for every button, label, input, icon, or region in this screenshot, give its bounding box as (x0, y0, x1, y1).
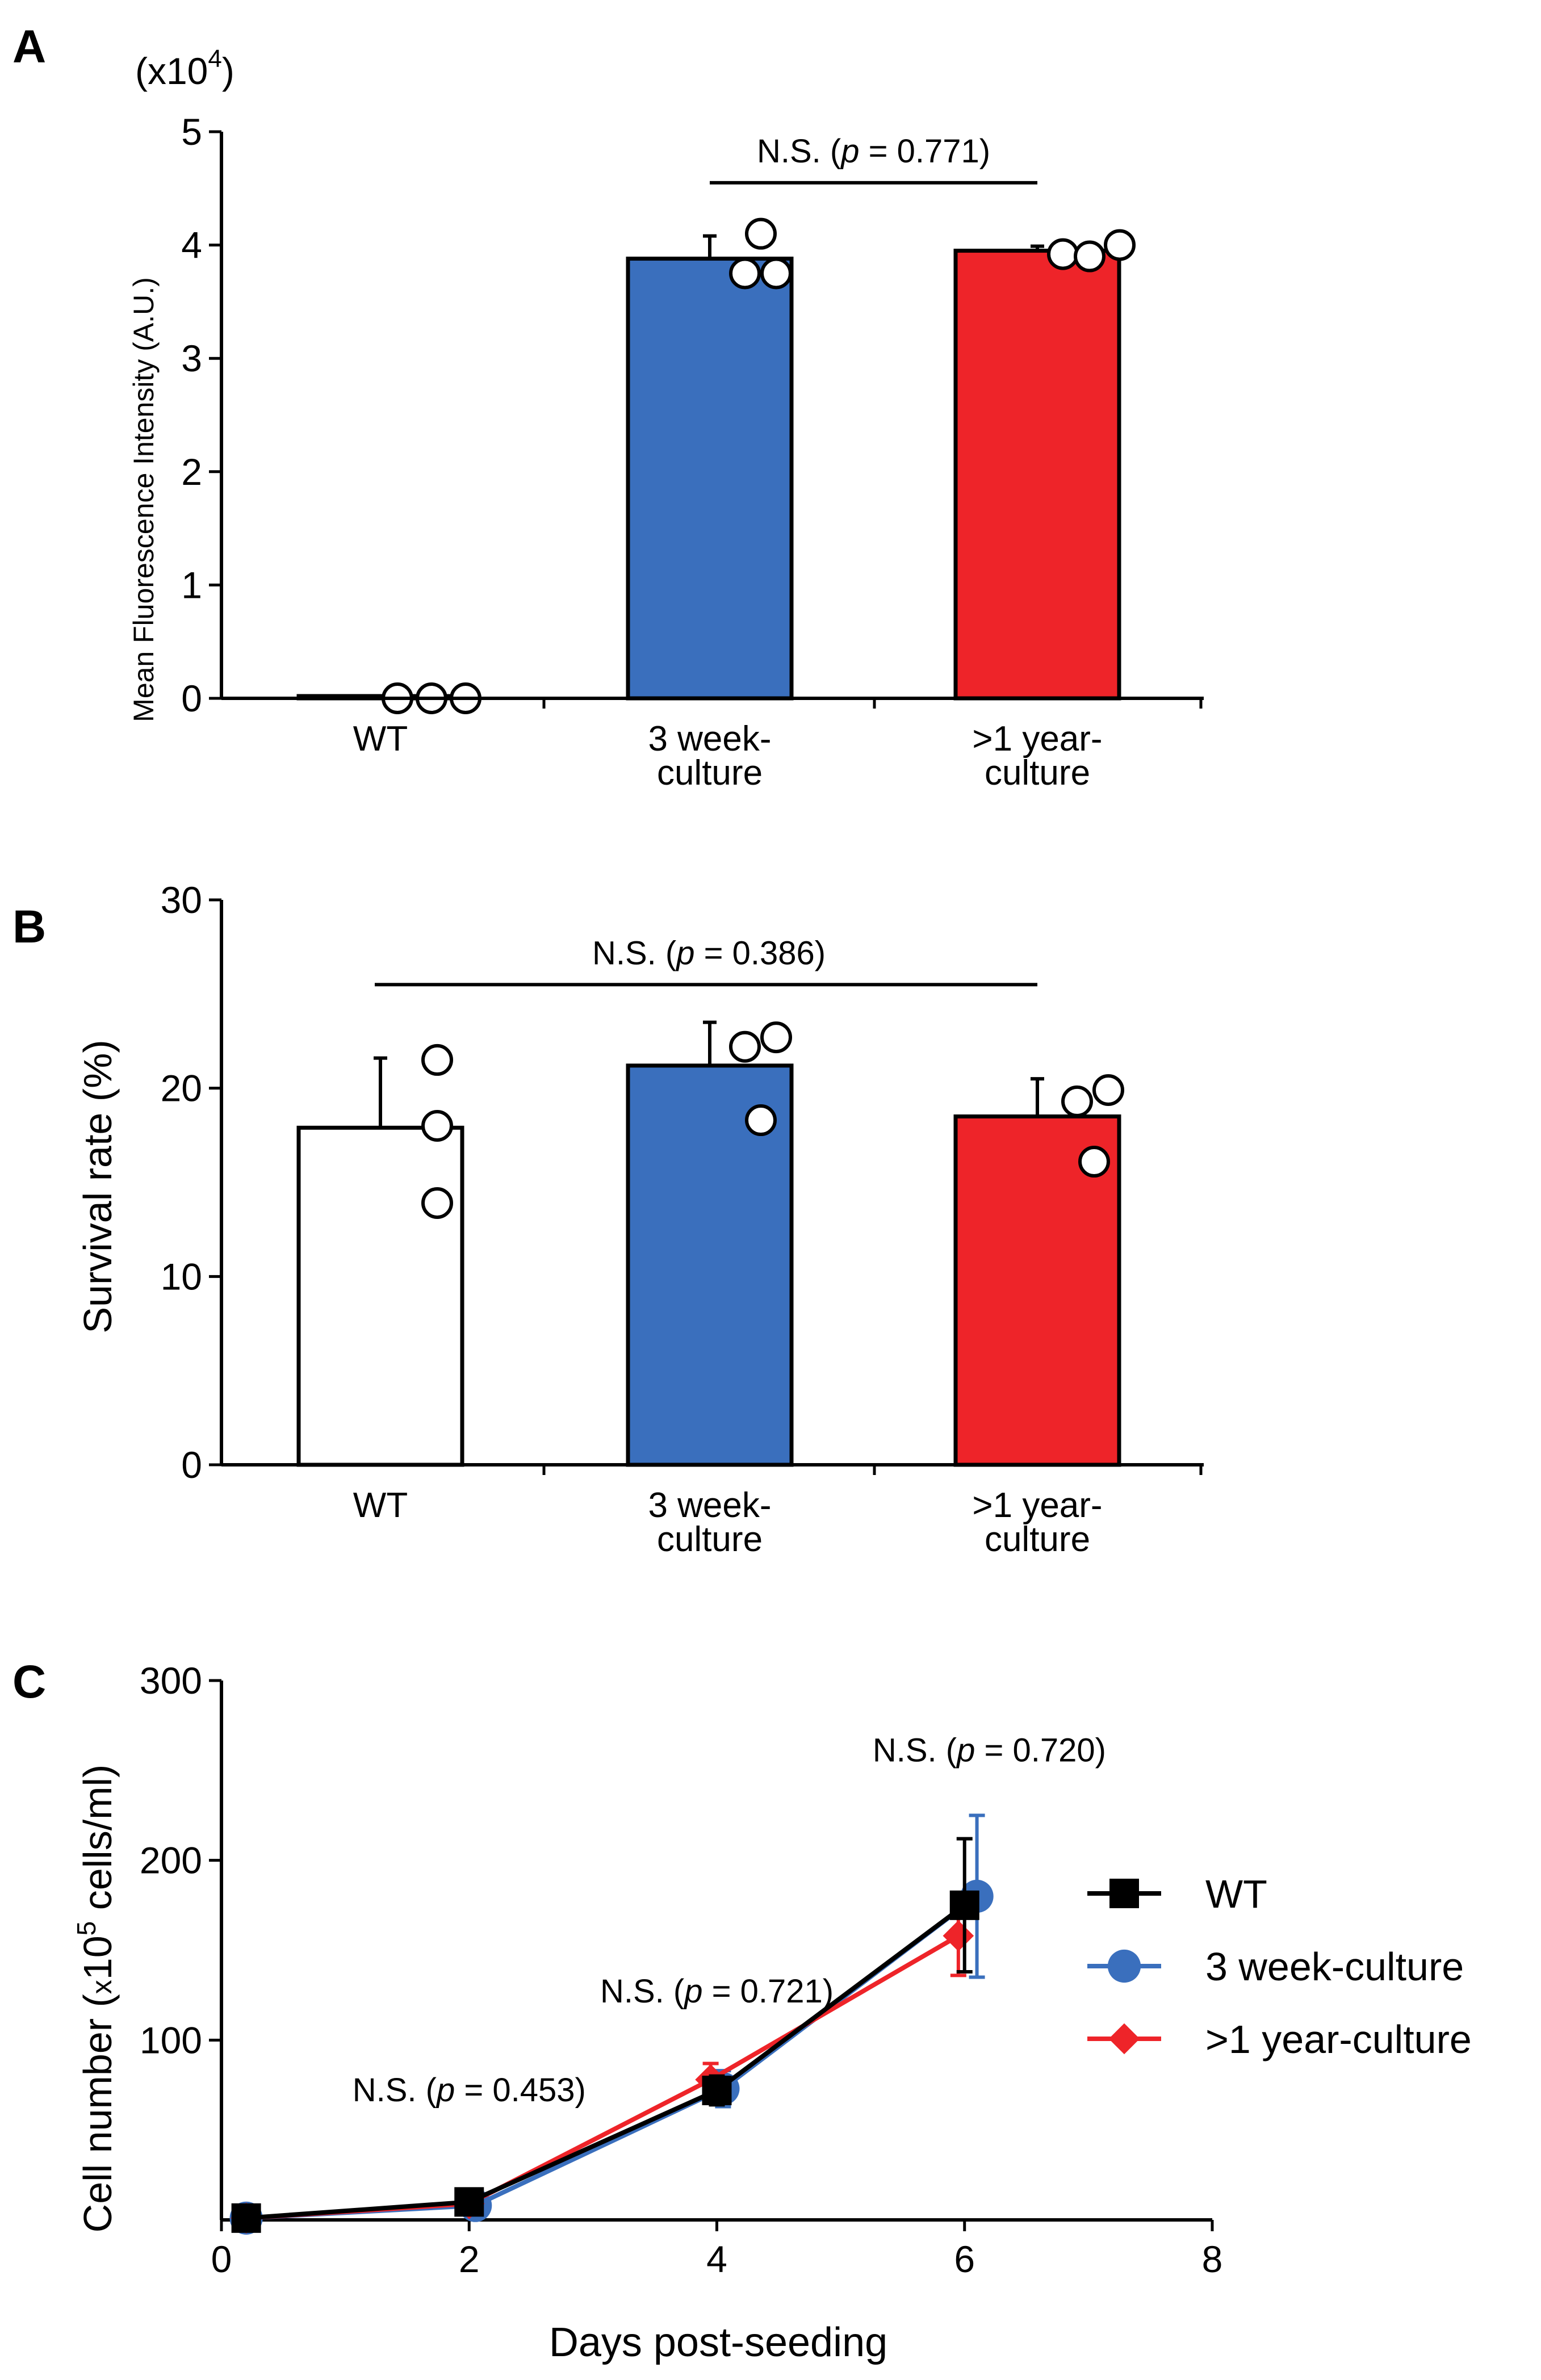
data-point (745, 1104, 777, 1137)
data-point (1047, 238, 1079, 270)
y-tick-label: 10 (161, 1255, 202, 1297)
panel-a: A (x104) Mean Fluorescence Intensity (A.… (12, 21, 1204, 793)
panel-a-axes (220, 132, 1204, 709)
panel-c-axes (220, 1681, 1212, 2222)
category-label-1: WT (353, 719, 408, 759)
series--1-year-culture (231, 1895, 974, 2234)
data-point (729, 257, 761, 290)
significance-label: N.S. (p = 0.720) (873, 1732, 1106, 1769)
y-tick-label: 0 (181, 1444, 202, 1486)
x-tick-label: 4 (706, 2238, 727, 2280)
y-tick-label: 1 (181, 564, 202, 606)
panel-c-ticks: 100 200 300 0 2 4 6 8 (140, 1660, 1222, 2280)
panel-c-series (229, 1813, 994, 2235)
legend-marker (1109, 1879, 1139, 1908)
panel-a-y-ticks: 0 1 2 3 4 5 (181, 111, 221, 719)
significance-label: N.S. (p = 0.721) (600, 1973, 834, 2010)
category-label-2: 3 week- (648, 719, 771, 759)
data-point (949, 1890, 979, 1920)
panel-b-label: B (12, 901, 46, 953)
panel-a-y-multiplier: (x104) (135, 45, 235, 92)
data-point (1078, 1146, 1110, 1178)
x-tick-label: 0 (211, 2238, 232, 2280)
category-label-3-line2: culture (985, 1520, 1090, 1559)
panel-a-annotation: N.S. (p = 0.771) (710, 133, 1037, 185)
series-line (246, 1894, 978, 2220)
y-tick-label: 200 (140, 1840, 202, 1882)
category-label-2-line2: culture (657, 753, 763, 793)
legend-item-1: WT (1087, 1872, 1267, 1916)
series-3-week-culture (229, 1813, 994, 2235)
panel-b-category-labels: WT 3 week-culture>1 year-culture (353, 1486, 1103, 1559)
series-line (246, 1903, 966, 2220)
data-point (760, 257, 792, 290)
category-label-3: >1 year- (972, 719, 1102, 759)
panel-c-x-axis-label: Days post-seeding (549, 2320, 887, 2365)
panel-a-category-labels: WT 3 week-culture>1 year-culture (353, 719, 1103, 793)
data-point (421, 1110, 453, 1142)
significance-label: N.S. (p = 0.771) (757, 133, 990, 170)
x-tick-label: 8 (1202, 2238, 1223, 2280)
data-point (745, 217, 777, 250)
panel-b-y-ticks: 0 10 20 30 (161, 879, 221, 1486)
legend-label: WT (1205, 1872, 1267, 1916)
x-tick-label: 6 (954, 2238, 975, 2280)
legend-marker (1107, 1949, 1141, 1983)
panel-c-annotations: N.S. (p = 0.453) N.S. (p = 0.721) N.S. (p … (353, 1732, 1106, 2109)
category-label-1: WT (353, 1486, 408, 1525)
panel-c: C Cell number (x105 cells/ml) Days post-… (12, 1656, 1472, 2365)
panel-a-label: A (12, 21, 46, 73)
bar-3 (953, 249, 1121, 701)
legend-label: 3 week-culture (1205, 1945, 1464, 1989)
significance-label: N.S. (p = 0.453) (353, 2072, 586, 2109)
data-point (1104, 229, 1136, 261)
legend-item-3: >1 year-culture (1087, 2017, 1472, 2061)
data-point (231, 2203, 261, 2233)
series-wt (231, 1837, 979, 2233)
data-point (1092, 1074, 1124, 1106)
data-point (1061, 1085, 1093, 1117)
panel-a-bars (296, 217, 1136, 714)
bar-1 (296, 1125, 464, 1467)
data-point (760, 1021, 792, 1054)
y-tick-label: 3 (181, 337, 202, 379)
y-tick-label: 0 (181, 677, 202, 719)
bar-2 (626, 257, 794, 701)
data-point (1074, 240, 1106, 273)
category-label-3: >1 year- (972, 1486, 1102, 1525)
significance-label: N.S. (p = 0.386) (592, 935, 826, 971)
panel-a-y-axis-label: Mean Fluorescence Intensity (A.U.) (128, 277, 160, 722)
panel-c-label: C (12, 1656, 46, 1708)
panel-b-annotation: N.S. (p = 0.386) (375, 935, 1037, 987)
y-tick-label: 2 (181, 451, 202, 493)
y-tick-label: 5 (181, 111, 202, 153)
y-tick-label: 100 (140, 2019, 202, 2061)
panel-b-bars (296, 1020, 1124, 1467)
y-tick-label: 300 (140, 1660, 202, 1702)
category-label-2-line2: culture (657, 1520, 763, 1559)
y-tick-label: 30 (161, 879, 202, 921)
y-tick-label: 4 (181, 224, 202, 266)
legend-item-2: 3 week-culture (1087, 1945, 1464, 1989)
panel-c-legend: WT 3 week-culture >1 year-culture (1087, 1872, 1472, 2061)
panel-b: B Survival rate (%) 0 10 20 30 WT 3 week-cul… (12, 879, 1204, 1559)
data-point (702, 2076, 732, 2105)
data-point (421, 1187, 453, 1219)
category-label-2: 3 week- (648, 1486, 771, 1525)
legend-marker (1108, 2023, 1140, 2055)
x-tick-label: 2 (459, 2238, 480, 2280)
panel-c-y-axis-label: Cell number (x105 cells/ml) (72, 1765, 120, 2233)
panel-b-y-axis-label: Survival rate (%) (76, 1040, 120, 1333)
category-label-3-line2: culture (985, 753, 1090, 793)
data-point (454, 2187, 484, 2217)
data-point (729, 1030, 761, 1063)
y-tick-label: 20 (161, 1067, 202, 1109)
data-point (421, 1044, 453, 1076)
legend-label: >1 year-culture (1205, 2017, 1472, 2061)
data-point (943, 1920, 974, 1951)
panel-b-axes (220, 900, 1204, 1475)
